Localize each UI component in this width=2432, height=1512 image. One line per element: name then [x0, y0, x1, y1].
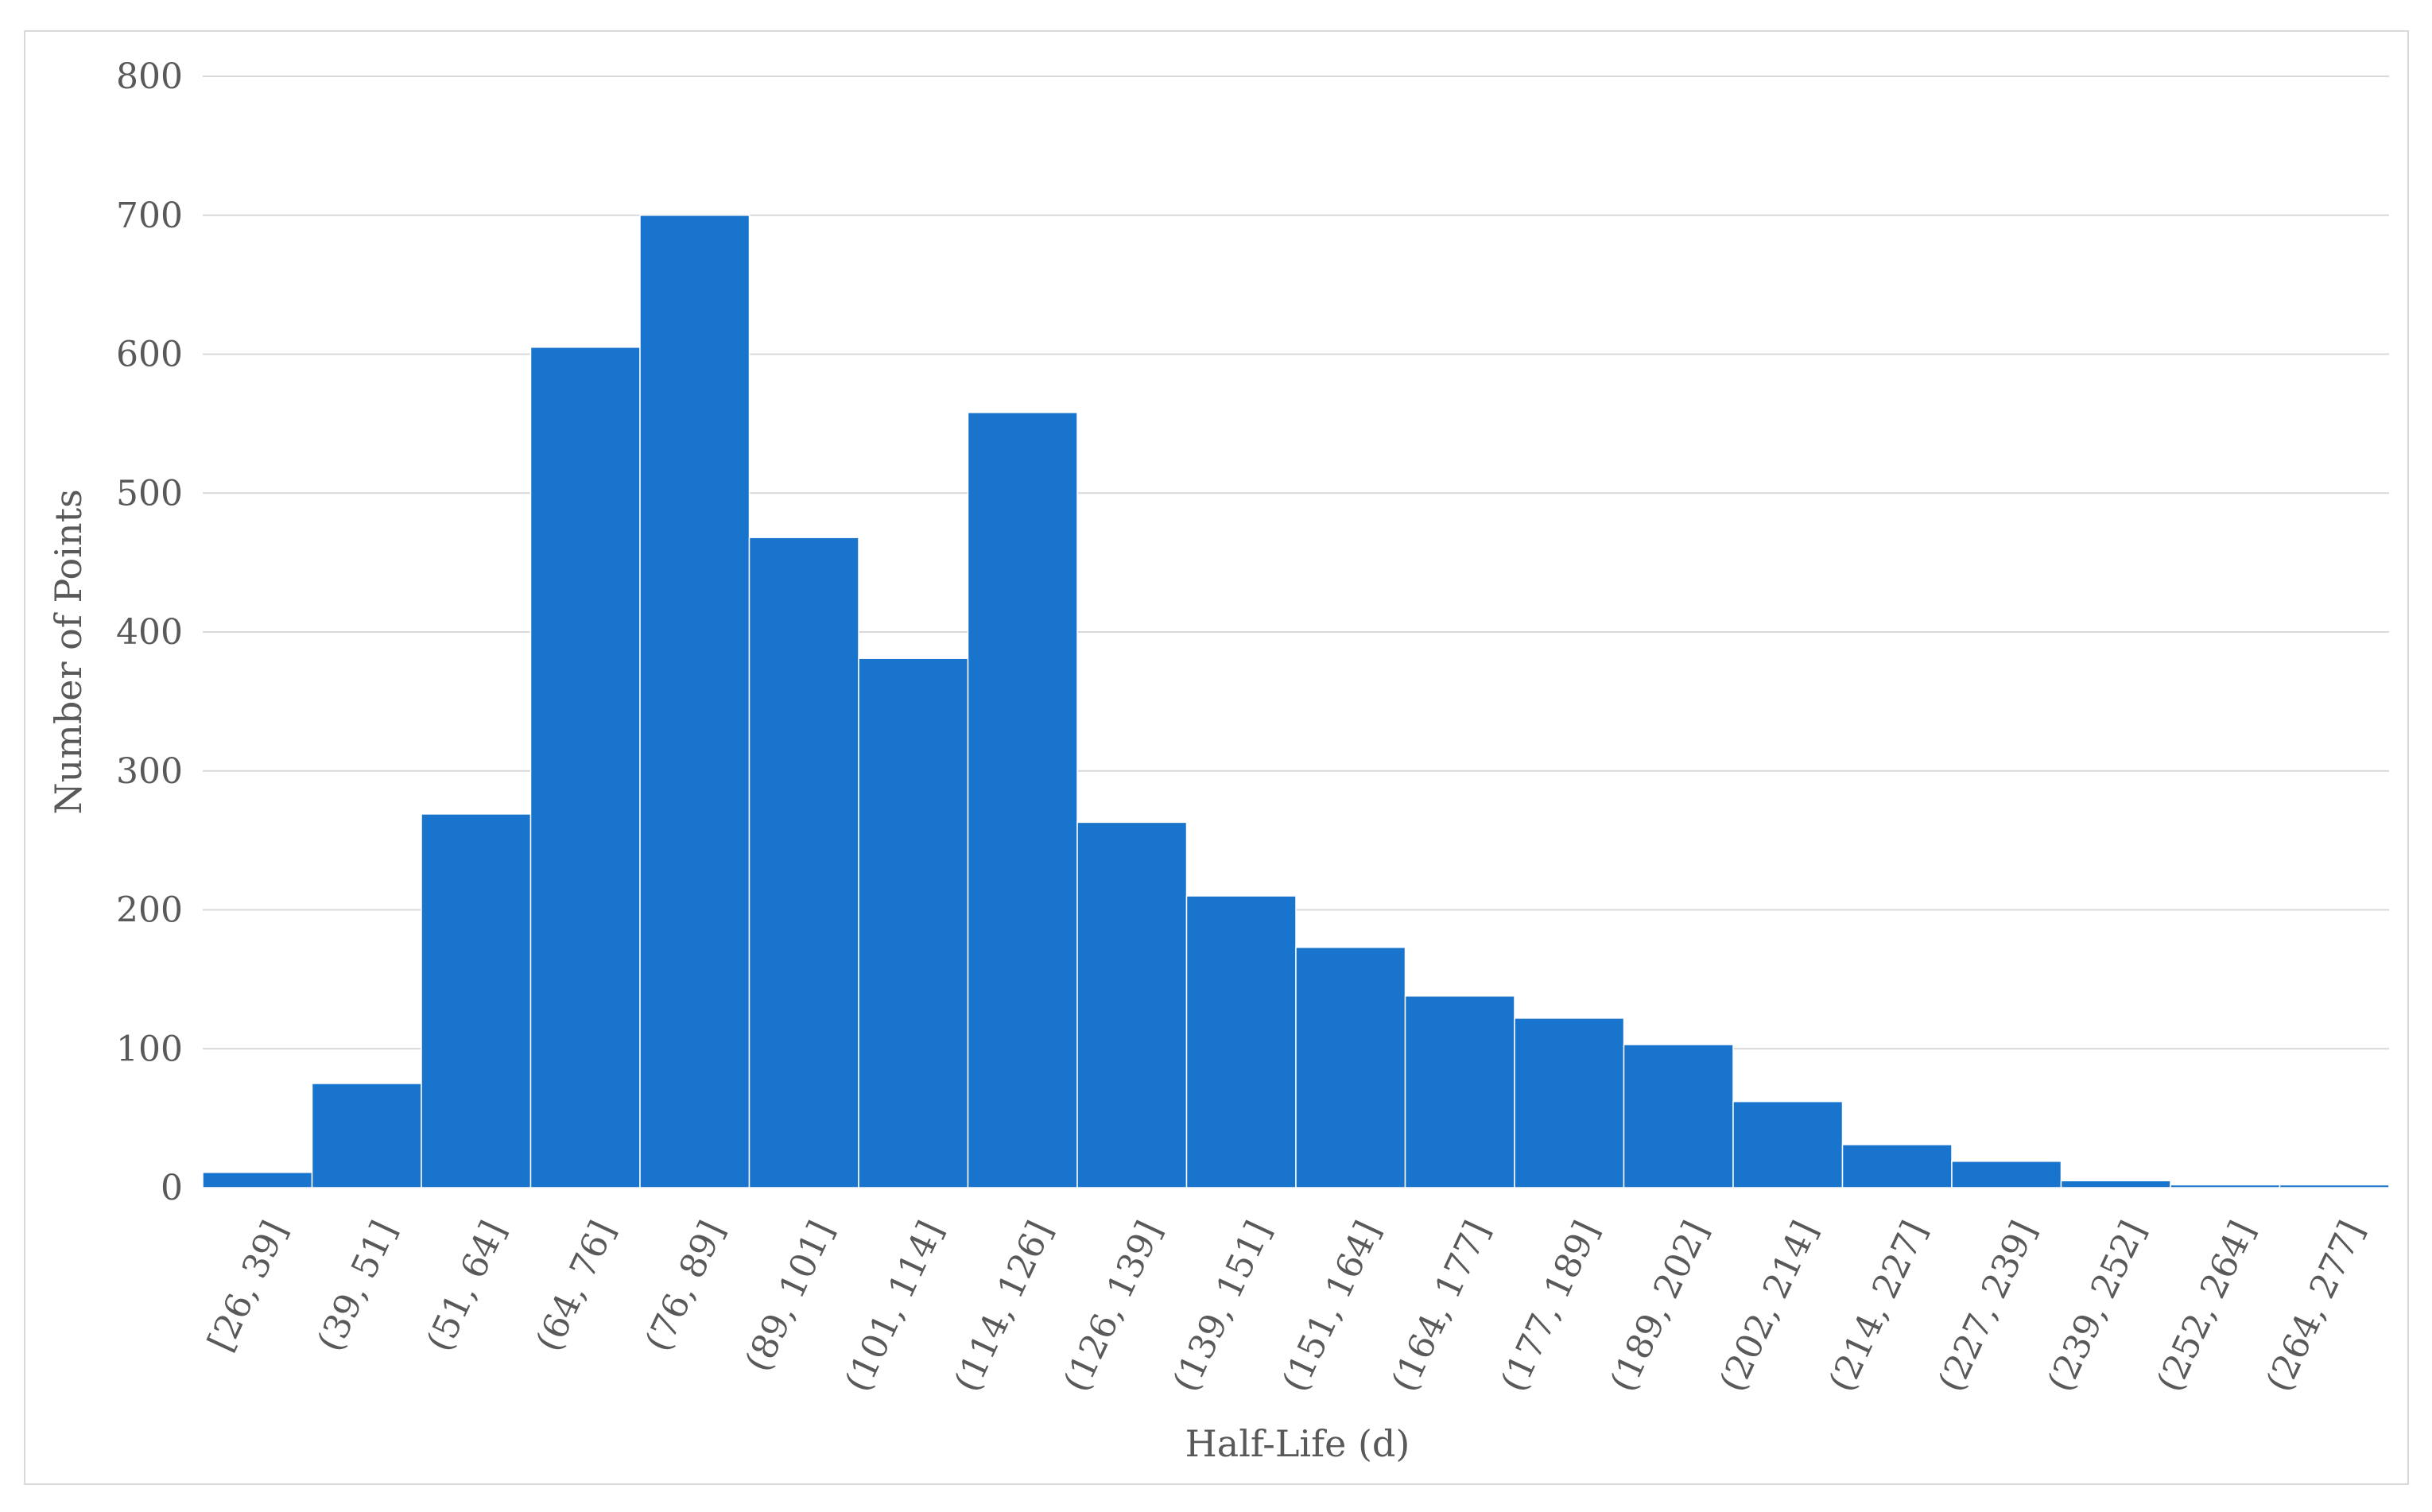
x-tick-label: (239, 252]	[2040, 1215, 2155, 1398]
bar-17	[2060, 1180, 2171, 1188]
x-axis-title: Half-Life (d)	[1185, 1422, 1410, 1465]
x-tick-label: (151, 164]	[1274, 1215, 1389, 1398]
bar-9	[1185, 895, 1297, 1188]
y-tick-label: 300	[116, 751, 183, 792]
x-tick-label: (227, 239]	[1930, 1215, 2045, 1398]
y-tick-label: 700	[116, 196, 183, 236]
bar-7	[967, 412, 1078, 1188]
bar-13	[1623, 1044, 1734, 1188]
bar-15	[1841, 1144, 1953, 1188]
bar-18	[2170, 1184, 2281, 1188]
x-tick-label: (64, 76]	[528, 1215, 623, 1358]
bar-3	[529, 347, 641, 1188]
x-axis-ticks: [26, 39] (39, 51] (51, 64] (64, 76] (76, 89]…	[200, 1215, 2372, 1398]
y-tick-label: 800	[116, 56, 183, 97]
bars	[202, 215, 2390, 1188]
y-tick-label: 200	[116, 890, 183, 931]
bar-5	[748, 537, 859, 1188]
bar-2	[421, 813, 532, 1188]
x-tick-label: (189, 202]	[1603, 1215, 1717, 1398]
x-tick-label: (164, 177]	[1384, 1215, 1499, 1398]
x-tick-label: (126, 139]	[1056, 1215, 1170, 1398]
x-tick-label: (214, 227]	[1821, 1215, 1936, 1398]
bar-0	[202, 1172, 313, 1188]
x-tick-label: (76, 89]	[638, 1215, 733, 1358]
x-tick-label: (101, 114]	[837, 1215, 952, 1398]
bar-1	[311, 1083, 422, 1188]
y-axis-title: Number of Points	[47, 489, 90, 814]
x-tick-label: (264, 277]	[2259, 1215, 2373, 1398]
bar-14	[1732, 1100, 1844, 1188]
x-tick-label: (139, 151]	[1166, 1215, 1280, 1398]
bar-16	[1951, 1161, 2062, 1188]
chart-area	[24, 30, 2409, 1485]
bar-4	[639, 215, 751, 1188]
y-tick-label: 0	[161, 1168, 183, 1208]
y-tick-label: 100	[116, 1029, 183, 1069]
bar-6	[858, 657, 969, 1188]
y-tick-label: 500	[116, 473, 183, 514]
y-tick-label: 600	[116, 335, 183, 375]
x-tick-label: (114, 126]	[947, 1215, 1061, 1398]
x-tick-label: (89, 101]	[738, 1215, 843, 1378]
x-tick-label: (202, 214]	[1712, 1215, 1826, 1398]
bar-12	[1514, 1018, 1625, 1188]
y-axis-ticks: 0 100 200 300 400 500 600 700 800	[116, 56, 183, 1208]
x-tick-label: (177, 189]	[1493, 1215, 1608, 1398]
x-tick-label: (39, 51]	[309, 1215, 405, 1358]
bar-11	[1404, 995, 1515, 1188]
y-tick-label: 400	[116, 612, 183, 653]
x-tick-label: [26, 39]	[200, 1215, 296, 1358]
x-tick-label: (252, 264]	[2149, 1215, 2263, 1398]
bar-10	[1295, 946, 1406, 1188]
x-tick-label: (51, 64]	[419, 1215, 514, 1358]
bar-19	[2279, 1184, 2390, 1188]
bar-8	[1076, 821, 1188, 1188]
